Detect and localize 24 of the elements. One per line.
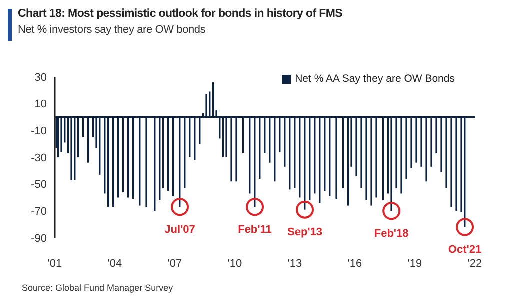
y-tick-label: 30 xyxy=(34,72,47,84)
x-tick-label: '16 xyxy=(348,258,362,270)
legend-label: Net % AA Say they are OW Bonds xyxy=(295,73,455,85)
x-tick-label: '01 xyxy=(48,258,62,270)
y-tick-label: -70 xyxy=(31,206,47,218)
x-tick-label: '07 xyxy=(168,258,182,270)
y-tick-label: 10 xyxy=(34,98,47,111)
y-tick-label: -90 xyxy=(31,232,47,245)
x-tick-label: '19 xyxy=(408,258,422,270)
x-tick-label: '13 xyxy=(288,258,302,270)
annotation: Jul'07 xyxy=(164,224,196,236)
annotation: Oct'21 xyxy=(448,244,482,256)
y-tick-label: -50 xyxy=(31,179,47,192)
annotation: Feb'18 xyxy=(374,228,409,240)
chart-subtitle: Net % investors say they are OW bonds xyxy=(18,24,206,36)
y-tick-label: -10 xyxy=(31,126,47,138)
chart-title: Chart 18: Most pessimistic outlook for bonds in history of FMS xyxy=(18,8,343,20)
x-tick-label: '10 xyxy=(228,258,242,270)
annotation: Sep'13 xyxy=(287,226,323,239)
annotation: Feb'11 xyxy=(238,224,272,236)
source-note: Source: Global Fund Manager Survey xyxy=(22,283,174,293)
x-tick-label: '04 xyxy=(108,258,122,270)
y-tick-label: -30 xyxy=(31,152,47,164)
x-tick-label: '22 xyxy=(468,258,482,270)
